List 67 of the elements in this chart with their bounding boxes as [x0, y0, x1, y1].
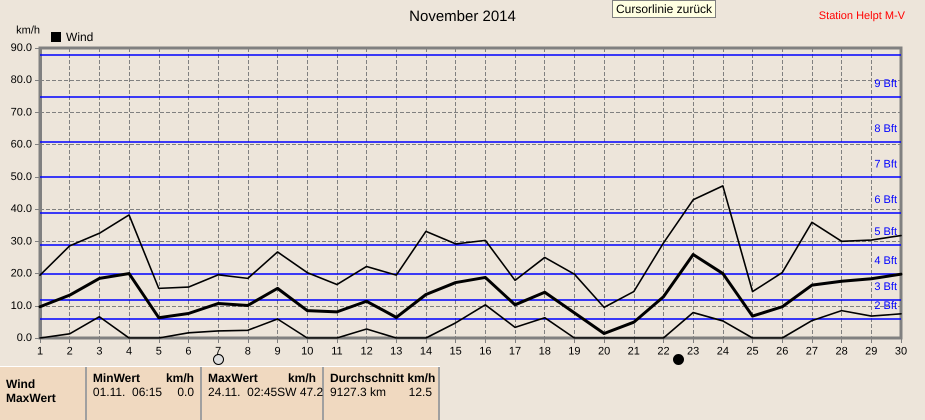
ref-line-label: 6 Bft	[874, 194, 897, 206]
line-series	[38, 253, 902, 335]
ref-line-label: 2 Bft	[874, 300, 897, 312]
x-tick-label: 25	[746, 346, 759, 358]
y-tick-label: 40.0	[10, 203, 32, 216]
ref-line-label: 4 Bft	[874, 255, 897, 268]
text: 9127.3 km	[330, 385, 386, 399]
ref-line-label: 8 Bft	[874, 122, 897, 135]
x-tick-label: 22	[657, 346, 670, 358]
x-tick-label: 3	[96, 346, 102, 358]
x-tick-label: 30	[894, 346, 908, 358]
y-tick-label: 60.0	[10, 138, 32, 151]
x-tick-label: 10	[301, 346, 314, 358]
text: MaxWert	[6, 391, 57, 405]
text: 24.11. 02:45SW 47.2	[208, 385, 324, 399]
text: Cursorlinie zurück	[612, 0, 716, 18]
chart-title: November 2014	[409, 8, 516, 25]
ref-line-label: 3 Bft	[874, 280, 897, 293]
y-tick-label: 10.0	[10, 300, 32, 312]
y-tick-label: 80.0	[10, 74, 32, 86]
text: 0.0	[177, 385, 194, 399]
text: 12.5	[408, 385, 432, 399]
x-tick-label: 11	[331, 346, 343, 358]
x-tick-label: 4	[126, 346, 132, 358]
y-tick-label: 90.0	[10, 42, 32, 54]
ref-line-label: 5 Bft	[874, 226, 897, 238]
line-series	[39, 185, 902, 308]
text: 01.11. 06:15	[92, 385, 162, 399]
x-tick-label: 27	[806, 346, 818, 358]
x-tick-label: 28	[835, 346, 848, 358]
text: MinWert	[92, 371, 140, 385]
text: Durchschnitt km/h	[330, 371, 436, 385]
x-tick-label: 23	[687, 346, 700, 358]
text: km/h	[288, 371, 316, 385]
ref-line-label: 9 Bft	[874, 78, 897, 90]
x-tick-label: 2	[66, 346, 73, 358]
x-tick-label: 14	[420, 346, 432, 358]
ref-line-label: 7 Bft	[874, 158, 897, 170]
x-tick-label: 13	[390, 346, 402, 358]
x-tick-label: 5	[156, 346, 162, 358]
x-tick-label: 18	[538, 346, 551, 358]
x-tick-label: 19	[568, 346, 581, 358]
x-tick-label: 12	[360, 346, 373, 358]
x-tick-label: 16	[479, 346, 492, 358]
text: Wind	[6, 377, 36, 391]
x-tick-label: 21	[628, 346, 640, 358]
x-tick-label: 17	[508, 346, 522, 358]
x-tick-label: 8	[244, 346, 251, 358]
text: MaxWert	[208, 371, 258, 385]
y-tick-label: 70.0	[10, 106, 32, 118]
legend-label: Wind	[66, 30, 94, 44]
x-tick-label: 29	[865, 346, 878, 358]
y-tick-label: 0.0	[16, 332, 32, 344]
y-tick-label: 50.0	[10, 170, 32, 183]
text: km/h	[166, 371, 194, 385]
text: Station Helpt M-V	[818, 10, 905, 22]
x-tick-label: 9	[274, 346, 281, 358]
y-tick-label: 30.0	[10, 235, 32, 248]
y-tick-label: 20.0	[10, 268, 32, 280]
x-tick-label: 26	[776, 346, 788, 358]
x-tick-label: 7	[215, 346, 222, 358]
x-tick-label: 6	[185, 346, 192, 358]
x-tick-label: 20	[598, 346, 610, 358]
x-tick-label: 1	[36, 346, 44, 358]
y-axis-title: km/h	[16, 24, 40, 36]
x-tick-label: 24	[716, 346, 729, 358]
x-tick-label: 15	[450, 346, 462, 358]
